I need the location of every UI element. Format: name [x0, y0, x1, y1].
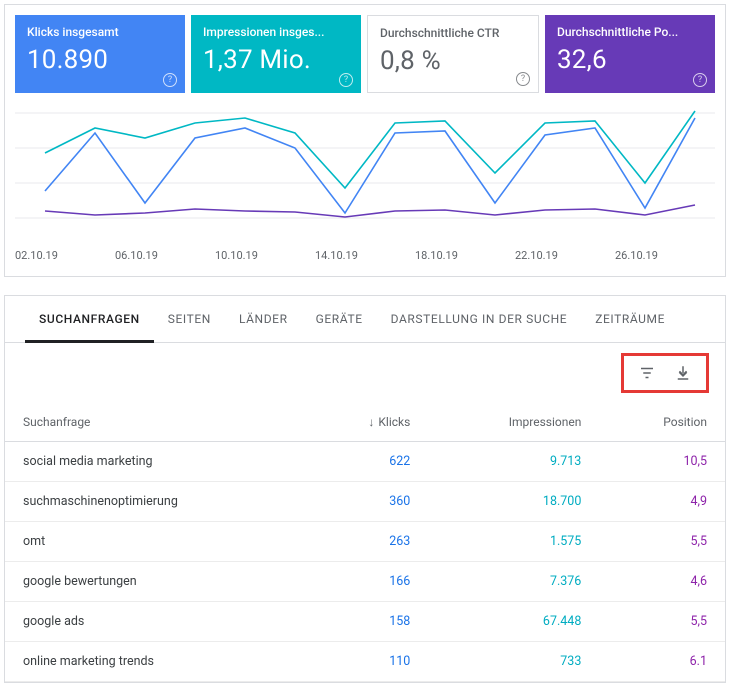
cell-impressions: 18.700: [428, 482, 599, 522]
performance-chart: [5, 93, 725, 243]
cell-query: online marketing trends: [5, 642, 306, 682]
x-tick-label: 06.10.19: [115, 249, 215, 262]
tab-geräte[interactable]: GERÄTE: [302, 296, 377, 343]
help-icon[interactable]: ?: [693, 73, 707, 87]
table-row[interactable]: suchmaschinenoptimierung36018.7004,9: [5, 482, 725, 522]
col-query[interactable]: Suchanfrage: [5, 403, 306, 442]
metric-card-3[interactable]: Durchschnittliche Po... 32,6?: [545, 15, 715, 93]
tab-zeiträume[interactable]: ZEITRÄUME: [581, 296, 679, 343]
col-position[interactable]: Position: [599, 403, 725, 442]
help-icon[interactable]: ?: [339, 73, 353, 87]
table-row[interactable]: online marketing trends1107336.1: [5, 642, 725, 682]
sort-arrow-icon: ↓: [368, 415, 374, 429]
chart-x-axis: 02.10.1906.10.1910.10.1914.10.1918.10.19…: [5, 243, 725, 276]
cell-query: social media marketing: [5, 442, 306, 482]
cell-query: suchmaschinenoptimierung: [5, 482, 306, 522]
cell-position: 4,6: [599, 562, 725, 602]
metric-value: 10.890: [27, 45, 173, 75]
cell-clicks: 110: [306, 642, 429, 682]
metric-card-1[interactable]: Impressionen insges... 1,37 Mio.?: [191, 15, 361, 93]
overview-card: Klicks insgesamt10.890?Impressionen insg…: [4, 4, 726, 277]
cell-position: 10,5: [599, 442, 725, 482]
cell-impressions: 9.713: [428, 442, 599, 482]
cell-clicks: 263: [306, 522, 429, 562]
col-impressions[interactable]: Impressionen: [428, 403, 599, 442]
x-tick-label: 22.10.19: [515, 249, 615, 262]
x-tick-label: 02.10.19: [15, 249, 115, 262]
metric-value: 0,8 %: [380, 46, 526, 76]
help-icon[interactable]: ?: [163, 73, 177, 87]
tab-seiten[interactable]: SEITEN: [154, 296, 225, 343]
table-toolbar: [5, 343, 725, 403]
cell-position: 5,5: [599, 602, 725, 642]
cell-clicks: 622: [306, 442, 429, 482]
cell-position: 6.1: [599, 642, 725, 682]
table-row[interactable]: google bewertungen1667.3764,6: [5, 562, 725, 602]
cell-clicks: 360: [306, 482, 429, 522]
cell-query: google bewertungen: [5, 562, 306, 602]
metric-card-2[interactable]: Durchschnittliche CTR 0,8 %?: [367, 15, 539, 93]
cell-impressions: 67.448: [428, 602, 599, 642]
table-header-row: Suchanfrage ↓Klicks Impressionen Positio…: [5, 403, 725, 442]
tab-suchanfragen[interactable]: SUCHANFRAGEN: [25, 296, 154, 343]
metric-label: Durchschnittliche Po...: [557, 25, 703, 39]
table-row[interactable]: google ads15867.4485,5: [5, 602, 725, 642]
cell-impressions: 1.575: [428, 522, 599, 562]
cell-clicks: 166: [306, 562, 429, 602]
metric-value: 1,37 Mio.: [203, 45, 349, 75]
cell-query: omt: [5, 522, 306, 562]
metrics-row: Klicks insgesamt10.890?Impressionen insg…: [5, 5, 725, 93]
x-tick-label: 26.10.19: [615, 249, 715, 262]
toolbar-highlight-box: [621, 353, 709, 393]
cell-clicks: 158: [306, 602, 429, 642]
metric-card-0[interactable]: Klicks insgesamt 10.890?: [15, 15, 185, 93]
tab-darstellung-in-der-suche[interactable]: DARSTELLUNG IN DER SUCHE: [377, 296, 582, 343]
table-row[interactable]: social media marketing6229.71310,5: [5, 442, 725, 482]
series-clicks: [45, 118, 695, 213]
cell-impressions: 7.376: [428, 562, 599, 602]
help-icon[interactable]: ?: [516, 72, 530, 86]
table-row[interactable]: omt2631.5755,5: [5, 522, 725, 562]
cell-position: 5,5: [599, 522, 725, 562]
tab-länder[interactable]: LÄNDER: [225, 296, 302, 343]
metric-label: Durchschnittliche CTR: [380, 26, 526, 40]
x-tick-label: 10.10.19: [215, 249, 315, 262]
queries-table: Suchanfrage ↓Klicks Impressionen Positio…: [5, 403, 725, 682]
download-icon[interactable]: [674, 364, 692, 382]
x-tick-label: 18.10.19: [415, 249, 515, 262]
filter-icon[interactable]: [638, 364, 656, 382]
metric-value: 32,6: [557, 45, 703, 75]
queries-card: SUCHANFRAGENSEITENLÄNDERGERÄTEDARSTELLUN…: [4, 295, 726, 683]
series-position: [45, 205, 695, 217]
metric-label: Klicks insgesamt: [27, 25, 173, 39]
cell-position: 4,9: [599, 482, 725, 522]
cell-query: google ads: [5, 602, 306, 642]
col-clicks[interactable]: ↓Klicks: [306, 403, 429, 442]
x-tick-label: 14.10.19: [315, 249, 415, 262]
metric-label: Impressionen insges...: [203, 25, 349, 39]
tabs-bar: SUCHANFRAGENSEITENLÄNDERGERÄTEDARSTELLUN…: [5, 296, 725, 343]
series-impressions: [45, 111, 695, 188]
cell-impressions: 733: [428, 642, 599, 682]
